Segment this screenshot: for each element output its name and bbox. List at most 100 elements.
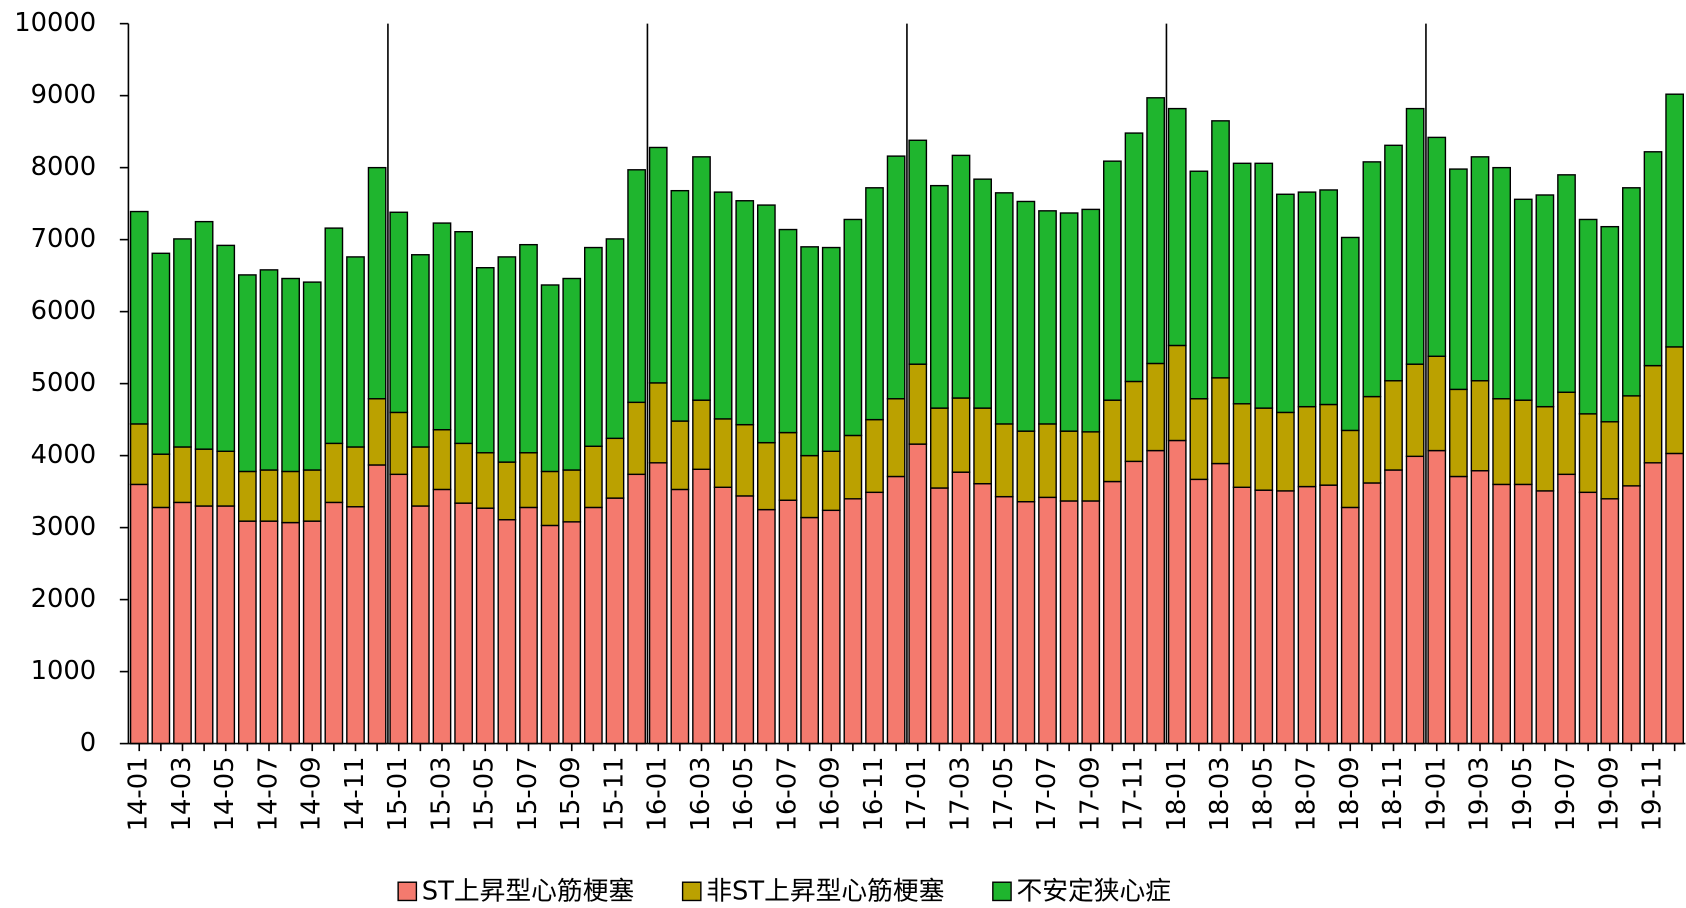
bar-segment <box>648 462 668 745</box>
bar-segment <box>1189 398 1209 481</box>
bar-segment <box>627 401 646 476</box>
bar-segment <box>324 227 344 445</box>
bar-segment <box>605 437 625 499</box>
bar-segment <box>1167 344 1187 442</box>
bar-segment <box>1578 413 1598 494</box>
bar-segment <box>1319 484 1338 745</box>
y-tick-label: 6000 <box>31 296 97 326</box>
bar-segment <box>1276 490 1295 745</box>
bar-segment <box>497 518 517 745</box>
bar-segment <box>259 269 279 471</box>
bar-segment <box>1578 218 1598 415</box>
bar-segment <box>1643 364 1663 464</box>
bar-segment <box>1340 429 1360 509</box>
bar-segment <box>670 420 690 491</box>
y-tick-label: 4000 <box>31 440 97 470</box>
x-tick-label: 19-07 <box>1551 756 1581 831</box>
bar-segment <box>1297 405 1317 488</box>
bar-segment <box>1340 236 1360 432</box>
bar-segment <box>1167 439 1187 745</box>
bar-segment <box>237 520 257 745</box>
bar-segment <box>173 238 192 448</box>
bar-segment <box>605 497 625 745</box>
x-tick-label: 14-09 <box>297 756 327 831</box>
bar-segment <box>281 470 300 524</box>
bar-segment <box>346 506 365 745</box>
bar-segment <box>757 204 776 444</box>
x-tick-label: 17-11 <box>1119 756 1149 831</box>
bar-segment <box>778 228 798 434</box>
bar-segment <box>1124 380 1144 463</box>
bar-segment <box>432 488 452 745</box>
bar-segment <box>216 505 236 745</box>
bar-segment <box>778 431 798 501</box>
bar-segment <box>994 192 1014 425</box>
bar-segment <box>735 423 755 497</box>
bar-segment <box>475 452 495 509</box>
bar-segment <box>886 475 906 745</box>
bar-segment <box>994 495 1014 745</box>
bar-segment <box>908 363 928 445</box>
x-tick-label: 16-03 <box>686 756 716 831</box>
bar-segment <box>1492 483 1511 745</box>
y-tick-label: 7000 <box>31 224 97 254</box>
bar-segment <box>1384 144 1403 382</box>
bar-segment <box>648 382 668 464</box>
bar-segment <box>562 277 582 471</box>
bar-segment <box>908 443 928 745</box>
bar-segment <box>1232 403 1252 488</box>
bar-segment <box>1535 405 1555 492</box>
bar-segment <box>302 520 322 745</box>
bar-segment <box>1622 485 1641 745</box>
bar-segment <box>735 495 755 745</box>
bar-segment <box>411 505 430 745</box>
bar-segment <box>713 486 733 745</box>
bar-segment <box>237 470 257 522</box>
bar-segment <box>1449 475 1468 745</box>
bar-segment <box>367 464 387 745</box>
bar-segment <box>432 428 452 491</box>
bar-segment <box>1189 170 1209 400</box>
bar-segment <box>1492 166 1511 400</box>
bar-segment <box>1578 491 1598 745</box>
bar-segment <box>800 246 819 457</box>
bar-segment <box>281 277 300 473</box>
bar-segment <box>519 452 538 509</box>
x-tick-label: 15-09 <box>556 756 586 831</box>
bar-segment <box>1276 411 1295 492</box>
bar-segment <box>389 211 409 414</box>
y-tick-label: 2000 <box>31 584 97 614</box>
bar-segment <box>454 231 473 445</box>
bar-segment <box>1449 168 1468 391</box>
bar-segment <box>1276 193 1295 414</box>
x-tick-label: 17-05 <box>989 756 1019 831</box>
bar-segment <box>562 469 582 523</box>
bar-segment <box>627 169 646 404</box>
bar-segment <box>411 254 430 448</box>
bar-segment <box>1081 500 1101 745</box>
bar-segment <box>497 256 517 463</box>
bar-segment <box>692 156 711 401</box>
bar-segment <box>1449 388 1468 478</box>
x-tick-label: 14-05 <box>210 756 240 831</box>
x-tick-label: 17-03 <box>945 756 975 831</box>
bar-segment <box>1470 380 1490 472</box>
bar-segment <box>475 507 495 745</box>
bar-segment <box>324 442 344 504</box>
x-tick-label: 17-09 <box>1075 756 1105 831</box>
legend-swatch <box>681 881 702 902</box>
bar-segment <box>973 482 992 745</box>
bar-segment <box>713 191 733 420</box>
bar-segment <box>519 506 538 745</box>
bar-segment <box>908 139 928 365</box>
bar-segment <box>1622 395 1641 487</box>
bar-segment <box>1427 449 1447 745</box>
bar-segment <box>1059 212 1079 432</box>
bar-segment <box>735 200 755 426</box>
bar-segment <box>1254 489 1274 745</box>
bar-segment <box>540 524 560 745</box>
bar-segment <box>1535 194 1555 408</box>
bar-segment <box>886 155 906 400</box>
x-tick-label: 19-01 <box>1421 756 1451 831</box>
